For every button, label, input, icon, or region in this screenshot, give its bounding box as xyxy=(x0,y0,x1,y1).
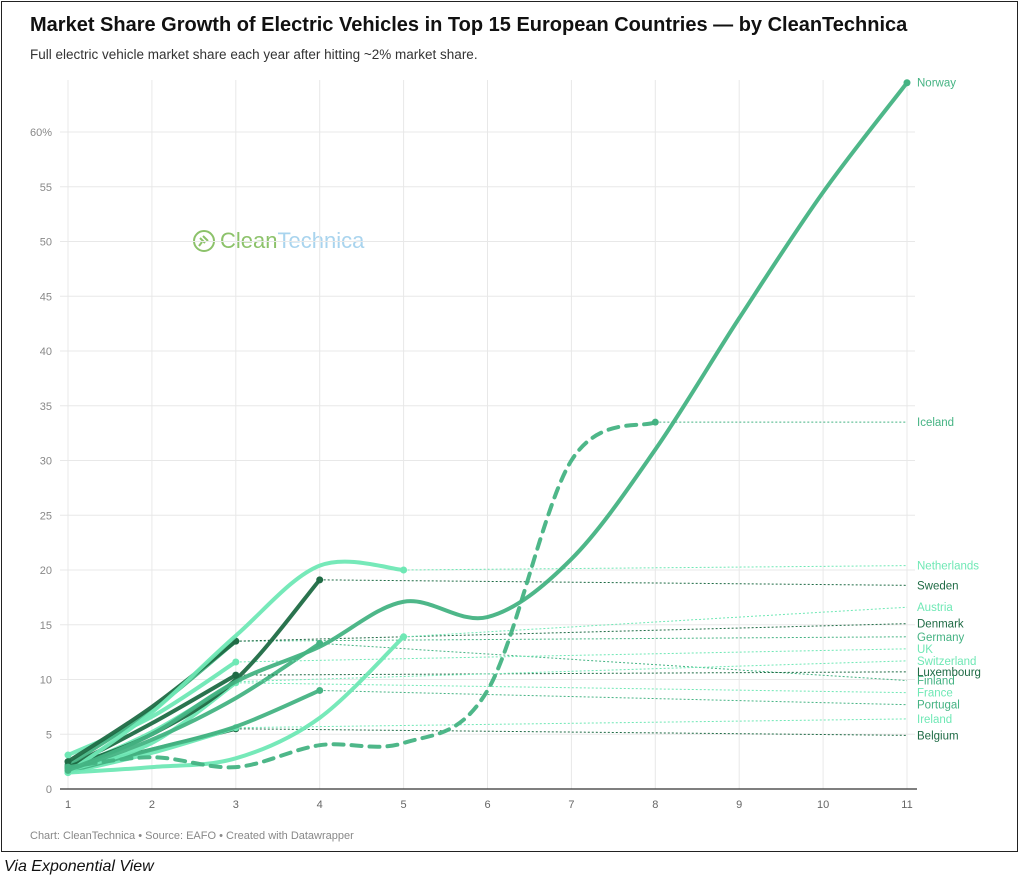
chart-subtitle: Full electric vehicle market share each … xyxy=(30,47,478,62)
series-label: Austria xyxy=(917,602,953,614)
series-line xyxy=(66,80,909,773)
y-tick-label: 55 xyxy=(40,182,52,194)
y-tick-label: 30 xyxy=(40,456,52,468)
data-point xyxy=(64,766,72,774)
x-tick-label: 10 xyxy=(817,799,829,811)
series-germany: Germany xyxy=(64,632,965,769)
x-tick-label: 2 xyxy=(149,799,155,811)
series-line xyxy=(66,634,406,775)
series-ireland: Ireland xyxy=(64,714,952,777)
series-label: Sweden xyxy=(917,580,959,592)
series-portugal: Portugal xyxy=(64,686,960,775)
end-point xyxy=(903,79,911,87)
end-point xyxy=(400,566,408,574)
y-tick-label: 10 xyxy=(40,675,52,687)
series-austria: Austria xyxy=(64,602,953,777)
leader-line xyxy=(319,689,908,706)
series-france: France xyxy=(64,679,953,774)
y-tick-label: 15 xyxy=(40,620,52,632)
chart-title: Market Share Growth of Electric Vehicles… xyxy=(30,14,908,36)
series-luxembourg: Luxembourg xyxy=(64,667,981,771)
series-label: France xyxy=(917,688,953,700)
y-tick-label: 50 xyxy=(40,237,52,249)
series-label: Finland xyxy=(917,676,955,688)
series-label: Portugal xyxy=(917,700,960,712)
series-line xyxy=(66,559,406,775)
series-label: Iceland xyxy=(917,417,954,429)
x-tick-label: 4 xyxy=(317,799,323,811)
caption: Via Exponential View xyxy=(4,858,154,875)
y-tick-label: 0 xyxy=(46,784,52,796)
end-point xyxy=(316,686,324,694)
y-tick-label: 35 xyxy=(40,401,52,413)
series-label: Netherlands xyxy=(917,561,979,573)
chart-footer: Chart: CleanTechnica • Source: EAFO • Cr… xyxy=(30,830,354,842)
y-tick-label: 5 xyxy=(46,729,52,741)
series-label: UK xyxy=(917,644,933,656)
y-tick-label: 60% xyxy=(30,127,52,139)
series-line xyxy=(66,641,322,773)
series-iceland: Iceland xyxy=(64,417,954,771)
y-tick-label: 40 xyxy=(40,346,52,358)
x-tick-label: 9 xyxy=(736,799,742,811)
leader-line xyxy=(319,642,908,682)
y-tick-label: 20 xyxy=(40,565,52,577)
x-tick-label: 7 xyxy=(568,799,574,811)
series-label: Luxembourg xyxy=(917,667,981,679)
end-point xyxy=(316,576,324,584)
end-point xyxy=(400,633,408,641)
chart-frame xyxy=(1,1,1018,852)
y-tick-label: 45 xyxy=(40,291,52,303)
series-norway: Norway xyxy=(64,78,956,774)
logo-text-clean: Clean xyxy=(220,228,278,253)
y-tick-label: 25 xyxy=(40,510,52,522)
series-denmark: Denmark xyxy=(64,619,964,766)
x-tick-label: 1 xyxy=(65,799,71,811)
series-label: Denmark xyxy=(917,619,964,631)
x-tick-label: 6 xyxy=(484,799,490,811)
series-label: Norway xyxy=(917,78,956,90)
leader-line xyxy=(403,606,908,638)
series-label: Ireland xyxy=(917,714,952,726)
series-line xyxy=(66,420,658,770)
logo-text-technica: Technica xyxy=(277,228,365,253)
series-uk: UK xyxy=(64,644,933,759)
series-label: Germany xyxy=(917,632,965,644)
data-point xyxy=(64,751,72,759)
series-netherlands: Netherlands xyxy=(64,559,979,777)
series-label: Switzerland xyxy=(917,656,976,668)
series-line xyxy=(66,659,238,758)
data-point xyxy=(64,758,72,766)
x-tick-label: 3 xyxy=(233,799,239,811)
series-label: Belgium xyxy=(917,730,959,742)
series-finland: Finland xyxy=(64,639,955,774)
x-tick-label: 5 xyxy=(401,799,407,811)
series-line xyxy=(66,639,238,764)
x-tick-label: 11 xyxy=(901,799,912,811)
x-tick-label: 8 xyxy=(652,799,658,811)
leader-line xyxy=(319,579,908,586)
end-point xyxy=(651,418,659,426)
end-point xyxy=(232,658,240,666)
